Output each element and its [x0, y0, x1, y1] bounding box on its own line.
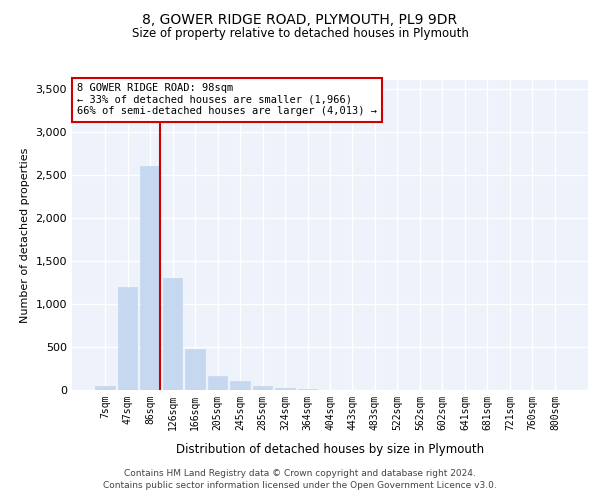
- Bar: [95, 386, 115, 390]
- Text: 8, GOWER RIDGE ROAD, PLYMOUTH, PL9 9DR: 8, GOWER RIDGE ROAD, PLYMOUTH, PL9 9DR: [142, 12, 458, 26]
- Text: Contains public sector information licensed under the Open Government Licence v3: Contains public sector information licen…: [103, 481, 497, 490]
- Text: Distribution of detached houses by size in Plymouth: Distribution of detached houses by size …: [176, 442, 484, 456]
- Bar: [275, 388, 295, 390]
- Text: 8 GOWER RIDGE ROAD: 98sqm
← 33% of detached houses are smaller (1,966)
66% of se: 8 GOWER RIDGE ROAD: 98sqm ← 33% of detac…: [77, 83, 377, 116]
- Bar: [118, 286, 137, 390]
- Bar: [185, 348, 205, 390]
- Bar: [163, 278, 182, 390]
- Y-axis label: Number of detached properties: Number of detached properties: [20, 148, 30, 322]
- Text: Size of property relative to detached houses in Plymouth: Size of property relative to detached ho…: [131, 28, 469, 40]
- Bar: [140, 166, 160, 390]
- Bar: [208, 376, 227, 390]
- Bar: [253, 386, 272, 390]
- Text: Contains HM Land Registry data © Crown copyright and database right 2024.: Contains HM Land Registry data © Crown c…: [124, 468, 476, 477]
- Bar: [298, 389, 317, 390]
- Bar: [230, 380, 250, 390]
